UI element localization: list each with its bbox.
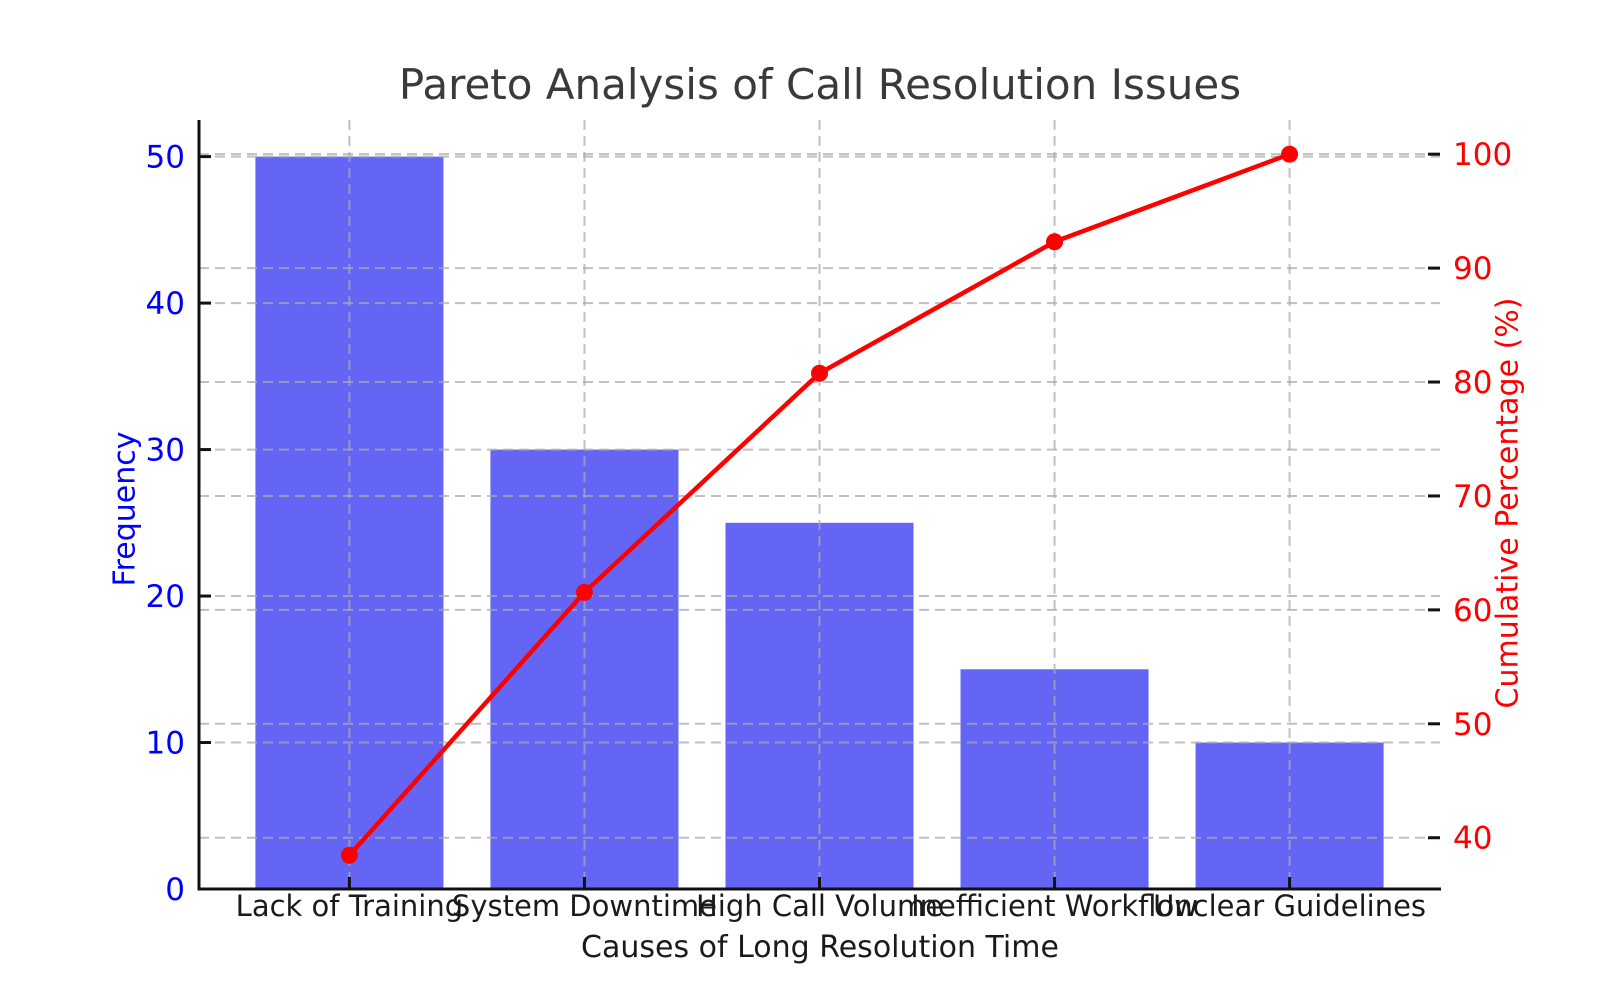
cumulative-point-0 [340,846,358,864]
right-tick-label-70: 70 [1453,479,1492,515]
left-tick-label-20: 20 [146,579,185,615]
right-y-axis-label: Cumulative Percentage (%) [1490,297,1526,709]
cumulative-point-4 [1281,145,1299,163]
right-tick-label-90: 90 [1453,251,1492,287]
right-tick-label-100: 100 [1453,137,1512,173]
right-tick-label-60: 60 [1453,593,1492,629]
right-tick-label-80: 80 [1453,365,1492,401]
left-y-axis-label: Frequency [107,431,143,587]
left-tick-label-30: 30 [146,433,185,469]
x-tick-label-1: System Downtime [452,889,717,923]
left-tick-label-10: 10 [146,726,185,762]
left-tick-label-40: 40 [146,286,185,322]
x-tick-label-0: Lack of Training [236,889,463,923]
x-axis-label: Causes of Long Resolution Time [581,930,1059,965]
x-tick-label-3: Inefficient Workflow [911,889,1198,923]
cumulative-point-2 [811,364,828,382]
cumulative-point-1 [575,583,593,601]
right-tick-label-40: 40 [1453,821,1492,857]
left-tick-label-50: 50 [146,140,185,176]
x-tick-label-4: Unclear Guidelines [1153,889,1426,923]
left-tick-label-0: 0 [165,872,185,908]
cumulative-point-3 [1046,233,1064,251]
x-tick-label-2: High Call Volume [696,889,943,923]
chart-title: Pareto Analysis of Call Resolution Issue… [398,60,1242,109]
right-tick-label-50: 50 [1453,707,1492,743]
